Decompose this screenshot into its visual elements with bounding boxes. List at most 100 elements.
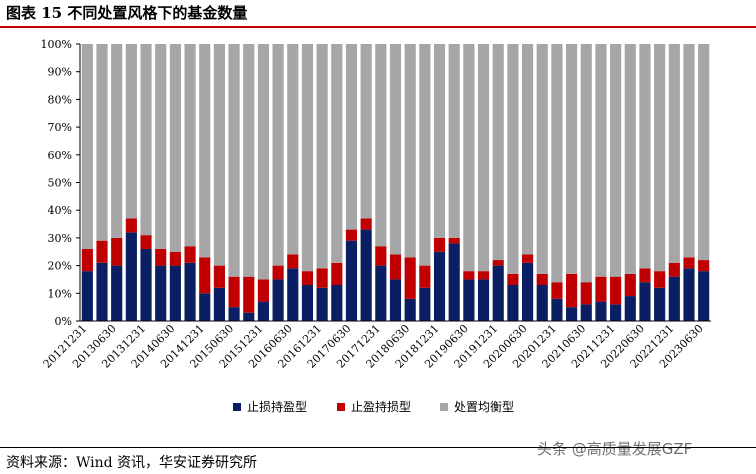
bar-segment-series-1 — [389, 254, 402, 280]
bar-segment-series-0 — [243, 312, 255, 321]
bar-segment-series-1 — [301, 271, 314, 285]
bar-stack-20160630 — [287, 44, 299, 321]
bar-stack-20161231 — [316, 44, 328, 321]
bar-segment-series-2 — [184, 44, 196, 247]
bar-segment-series-0 — [624, 296, 636, 321]
legend-item: 处置均衡型 — [440, 398, 514, 415]
bar-stack-20171231 — [375, 44, 387, 321]
bar-stack-20200930 — [536, 44, 548, 321]
bar-segment-series-2 — [507, 44, 519, 274]
bar-stack-20230630 — [698, 44, 710, 321]
bar-segment-series-0 — [404, 298, 416, 321]
bar-segment-series-1 — [345, 229, 358, 241]
bar-stack-20140331 — [155, 44, 167, 321]
bar-segment-series-2 — [624, 44, 636, 274]
legend-swatch — [233, 402, 241, 411]
bar-segment-series-1 — [155, 248, 167, 266]
bar-stack-20130331 — [96, 44, 108, 321]
bar-stack-20181231 — [433, 44, 446, 321]
bar-segment-series-0 — [521, 262, 534, 321]
bar-segment-series-0 — [111, 265, 123, 321]
bar-stack-20131231 — [140, 44, 152, 321]
bar-segment-series-1 — [683, 257, 695, 269]
stacked-bar-chart: 0%10%20%30%40%50%60%70%80%90%100%2012123… — [41, 38, 711, 371]
bar-segment-series-0 — [595, 301, 607, 321]
bar-segment-series-1 — [316, 268, 328, 288]
legend-item: 止损持盈型 — [233, 398, 307, 415]
source-note: 资料来源：Wind 资讯，华安证券研究所 — [6, 455, 258, 471]
bar-segment-series-1 — [507, 273, 519, 285]
bar-segment-series-2 — [639, 44, 651, 269]
bar-segment-series-0 — [199, 293, 211, 321]
bar-segment-series-1 — [111, 237, 123, 266]
bar-segment-series-2 — [580, 44, 592, 283]
y-tick-label: 70% — [48, 121, 72, 134]
bar-segment-series-2 — [419, 44, 431, 266]
bar-segment-series-0 — [433, 251, 446, 321]
bar-stack-20130630 — [111, 44, 123, 321]
bar-segment-series-1 — [404, 257, 416, 299]
y-tick-label: 60% — [48, 149, 72, 162]
bar-segment-series-0 — [419, 287, 431, 321]
bar-segment-series-2 — [345, 44, 358, 230]
bar-segment-series-1 — [419, 265, 431, 288]
bar-stack-20160930 — [301, 44, 314, 321]
bar-segment-series-0 — [683, 268, 695, 321]
bar-segment-series-2 — [125, 44, 137, 219]
bar-segment-series-0 — [360, 229, 372, 321]
title-bar: 图表 15 不同处置风格下的基金数量 — [0, 0, 756, 26]
watermark: 头条 @高质量发展GZF — [537, 440, 693, 458]
bar-segment-series-0 — [301, 284, 314, 321]
y-tick-label: 40% — [48, 204, 72, 217]
bar-segment-series-2 — [301, 44, 314, 272]
bar-segment-series-0 — [213, 287, 225, 321]
bar-stack-20160331 — [272, 44, 284, 321]
bar-segment-series-1 — [213, 265, 225, 288]
bar-segment-series-0 — [698, 271, 710, 321]
bar-segment-series-2 — [360, 44, 372, 219]
bar-segment-series-1 — [243, 276, 255, 313]
bar-segment-series-0 — [654, 287, 666, 321]
bar-stack-20170331 — [331, 44, 343, 321]
bar-segment-series-1 — [448, 237, 460, 244]
y-tick-label: 30% — [48, 232, 72, 245]
bar-segment-series-2 — [610, 44, 622, 277]
legend: 止损持盈型 止盈持损型 处置均衡型 — [0, 398, 756, 418]
chart-title: 图表 15 不同处置风格下的基金数量 — [6, 4, 248, 22]
bar-segment-series-0 — [81, 271, 93, 321]
legend-swatch — [337, 402, 345, 411]
bar-segment-series-0 — [639, 282, 651, 321]
bar-segment-series-0 — [316, 287, 328, 321]
bar-segment-series-1 — [199, 257, 211, 294]
bar-segment-series-2 — [199, 44, 211, 258]
bar-segment-series-1 — [536, 273, 548, 285]
bar-segment-series-0 — [448, 243, 460, 321]
bar-segment-series-2 — [463, 44, 475, 272]
bar-segment-series-2 — [331, 44, 343, 263]
bar-stack-20150630 — [228, 44, 240, 321]
bar-segment-series-2 — [389, 44, 402, 255]
bar-segment-series-1 — [580, 282, 592, 305]
bar-stack-20201231 — [551, 44, 563, 321]
bar-segment-series-1 — [287, 254, 299, 269]
source-rule — [0, 447, 756, 448]
bar-segment-series-2 — [155, 44, 167, 249]
bar-segment-series-2 — [404, 44, 416, 258]
bar-segment-series-2 — [433, 44, 446, 238]
bar-segment-series-0 — [477, 279, 490, 321]
bar-segment-series-1 — [96, 240, 108, 263]
bar-segment-series-0 — [125, 232, 137, 321]
bar-stack-20210630 — [580, 44, 592, 321]
bar-segment-series-2 — [213, 44, 225, 266]
bar-segment-series-1 — [595, 276, 607, 302]
bar-segment-series-1 — [433, 237, 446, 252]
bar-segment-series-1 — [668, 262, 680, 277]
bar-segment-series-2 — [375, 44, 387, 247]
bar-segment-series-1 — [257, 279, 270, 302]
bar-segment-series-2 — [668, 44, 680, 263]
bar-stack-20230331 — [683, 44, 695, 321]
bar-segment-series-2 — [81, 44, 93, 249]
bar-segment-series-1 — [169, 251, 181, 266]
bar-segment-series-2 — [448, 44, 460, 238]
bar-segment-series-2 — [683, 44, 695, 258]
